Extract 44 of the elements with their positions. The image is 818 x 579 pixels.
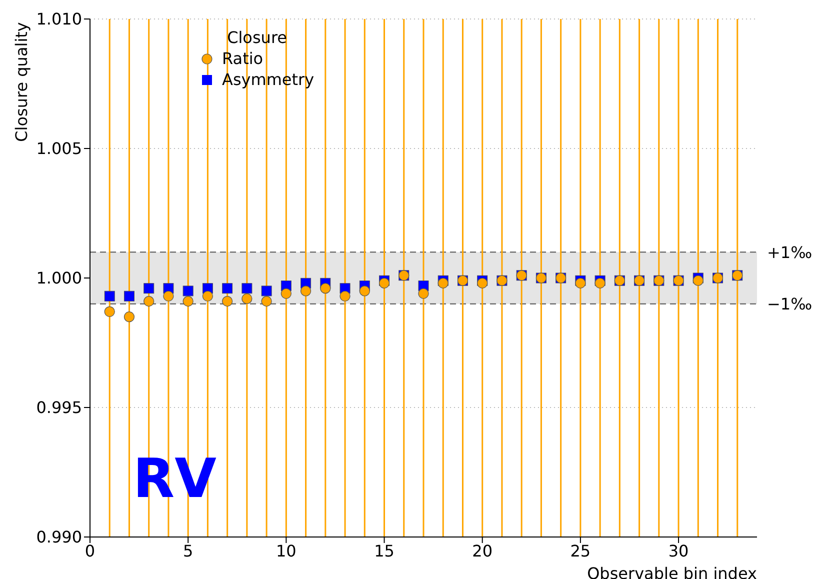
y-tick-label: 1.010 bbox=[36, 10, 82, 29]
x-axis-title: Observable bin index bbox=[587, 564, 757, 579]
point bbox=[222, 296, 233, 307]
point bbox=[124, 290, 134, 302]
point bbox=[340, 290, 350, 302]
point bbox=[378, 278, 390, 288]
point bbox=[144, 283, 154, 294]
x-tick-label: 25 bbox=[570, 541, 591, 560]
y-tick-label: 1.000 bbox=[36, 268, 82, 288]
point bbox=[359, 286, 370, 296]
point bbox=[438, 278, 448, 288]
y-tick-label: 0.990 bbox=[36, 528, 82, 547]
x-tick-label: 20 bbox=[472, 541, 493, 560]
point bbox=[280, 288, 292, 299]
point bbox=[418, 288, 429, 299]
point bbox=[104, 306, 115, 317]
point bbox=[261, 296, 272, 307]
point bbox=[692, 275, 704, 286]
point bbox=[104, 290, 115, 302]
point bbox=[477, 278, 488, 288]
y-tick-label: 0.995 bbox=[36, 398, 82, 418]
point bbox=[320, 283, 331, 294]
point bbox=[182, 286, 194, 296]
x-tick-label: 30 bbox=[668, 541, 689, 560]
point bbox=[575, 278, 586, 288]
point bbox=[202, 290, 214, 302]
point bbox=[242, 293, 252, 304]
ref-line-label: +1‰ bbox=[767, 242, 812, 262]
x-tick-label: 0 bbox=[84, 541, 96, 560]
point bbox=[163, 290, 174, 302]
point bbox=[144, 296, 154, 307]
ref-line-label: −1‰ bbox=[767, 294, 812, 314]
point bbox=[222, 283, 233, 294]
point bbox=[242, 283, 252, 294]
x-tick-label: 10 bbox=[276, 541, 296, 560]
point bbox=[300, 286, 312, 296]
y-axis-title: Closure quality bbox=[12, 22, 31, 142]
x-tick-label: 5 bbox=[182, 541, 194, 560]
point bbox=[261, 286, 272, 296]
x-tick-label: 15 bbox=[374, 541, 394, 560]
point bbox=[124, 312, 135, 322]
y-tick-label: 1.005 bbox=[36, 139, 82, 158]
point bbox=[594, 278, 606, 288]
point bbox=[182, 296, 194, 307]
